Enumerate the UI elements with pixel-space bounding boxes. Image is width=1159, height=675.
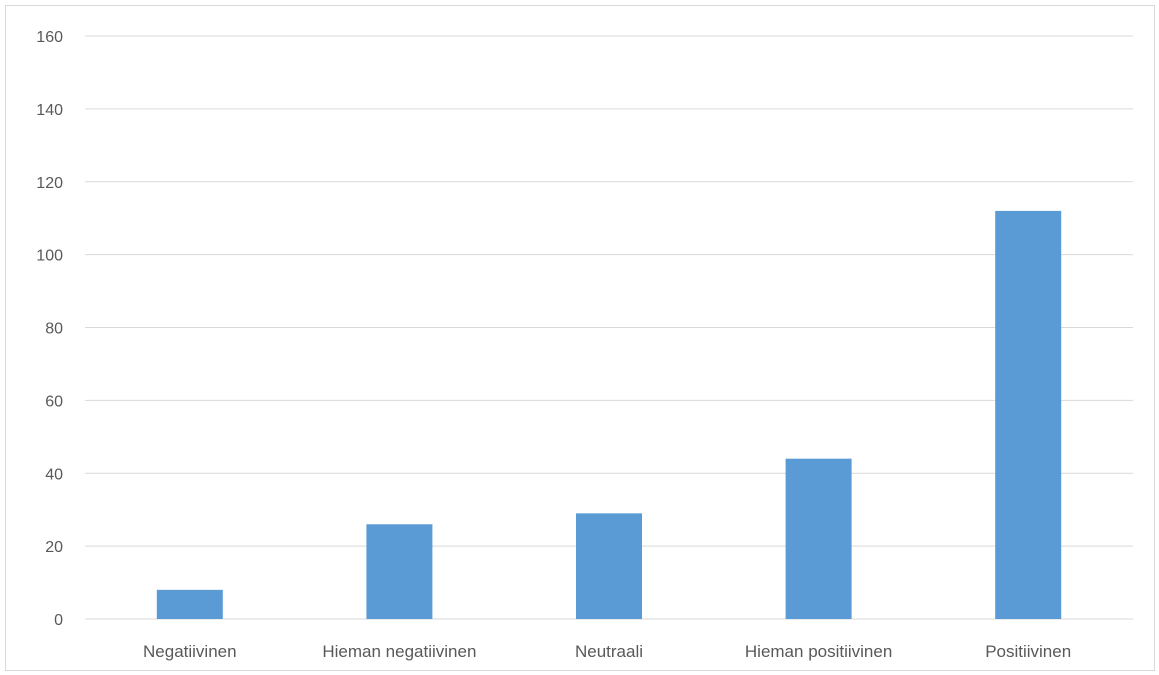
- y-tick-label: 20: [45, 539, 63, 556]
- y-tick-label: 120: [36, 175, 63, 192]
- gridlines: [85, 35, 1133, 620]
- bars: [156, 210, 1062, 619]
- y-tick-label: 0: [54, 612, 63, 629]
- y-tick-label: 60: [45, 393, 63, 410]
- x-axis-category-labels: Negatiivinen Hieman negatiivinen Neutraali…: [143, 642, 1071, 661]
- bar-5: [995, 210, 1062, 619]
- bar-3: [576, 513, 642, 619]
- y-tick-label: 40: [45, 466, 63, 483]
- x-category-label: Neutraali: [575, 642, 643, 661]
- y-tick-label: 160: [36, 29, 63, 46]
- x-category-label: Negatiivinen: [143, 642, 237, 661]
- x-category-label: Hieman positiivinen: [745, 642, 892, 661]
- y-axis-tick-labels: 0 20 40 60 80 100 120 140 160: [36, 29, 63, 629]
- y-tick-label: 80: [45, 321, 63, 338]
- x-category-label: Positiivinen: [985, 642, 1071, 661]
- x-category-label: Hieman negatiivinen: [322, 642, 476, 661]
- y-tick-label: 140: [36, 102, 63, 119]
- y-tick-label: 100: [36, 248, 63, 265]
- bar-4: [785, 458, 852, 619]
- bar-2: [366, 524, 433, 619]
- bar-1: [156, 589, 223, 619]
